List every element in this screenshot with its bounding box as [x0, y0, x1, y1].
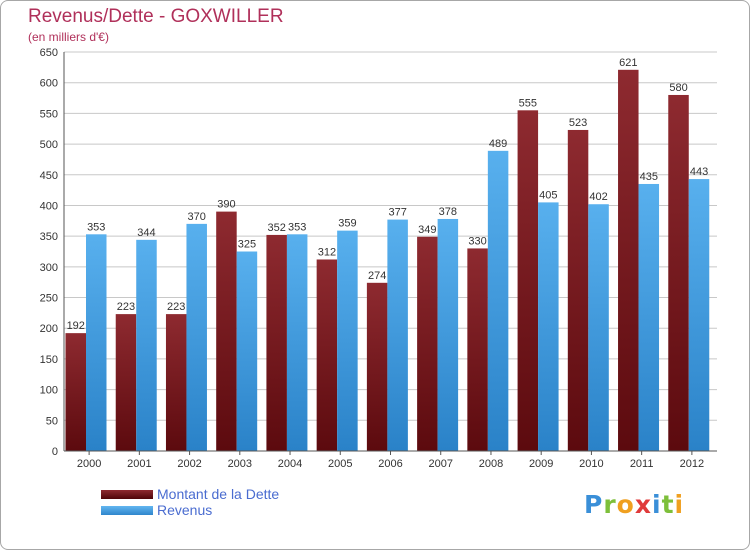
bar-revenus [286, 234, 308, 451]
data-label-dette: 330 [468, 235, 486, 247]
bar-revenus [588, 204, 609, 451]
legend-swatch-revenus [101, 506, 153, 515]
bar-dette [216, 211, 237, 451]
bar-dette [65, 333, 86, 451]
x-tick-label: 2000 [77, 458, 101, 470]
y-tick-label: 650 [40, 47, 58, 59]
data-label-revenus: 405 [539, 189, 557, 201]
x-tick-label: 2002 [177, 458, 201, 470]
data-label-revenus: 359 [338, 218, 356, 230]
y-tick-label: 100 [40, 385, 58, 397]
data-label-revenus: 325 [238, 239, 256, 251]
data-label-dette: 352 [267, 222, 285, 234]
bar-dette [266, 234, 287, 451]
x-tick-label: 2009 [529, 458, 553, 470]
data-label-revenus: 489 [489, 138, 507, 150]
data-label-revenus: 344 [137, 227, 155, 239]
bar-dette [316, 259, 338, 451]
data-label-dette: 555 [519, 97, 537, 109]
x-tick-label: 2011 [630, 458, 654, 470]
y-tick-label: 500 [40, 139, 58, 151]
bar-dette [517, 110, 539, 452]
y-tick-label: 0 [52, 446, 58, 458]
data-label-dette: 223 [167, 301, 185, 313]
data-label-dette: 523 [569, 117, 587, 129]
chart-title: Revenus/Dette - GOXWILLER [28, 6, 284, 27]
data-label-revenus: 377 [388, 207, 406, 219]
data-label-revenus: 378 [439, 206, 457, 218]
x-tick-label: 2003 [228, 458, 252, 470]
legend-swatch-dette [101, 490, 153, 499]
y-tick-label: 450 [40, 170, 58, 182]
y-tick-label: 350 [40, 231, 58, 243]
data-label-dette: 349 [418, 224, 436, 236]
data-label-dette: 274 [368, 270, 386, 282]
data-label-revenus: 443 [690, 166, 708, 178]
bar-revenus [437, 218, 459, 451]
legend-label-dette: Montant de la Dette [157, 486, 280, 502]
bar-revenus [688, 179, 710, 451]
bar-revenus [387, 219, 408, 451]
bar-dette [668, 94, 689, 451]
data-label-revenus: 402 [589, 191, 607, 203]
data-label-revenus: 370 [188, 211, 206, 223]
data-label-dette: 580 [669, 82, 687, 94]
y-tick-label: 550 [40, 108, 58, 120]
bar-dette [567, 129, 589, 451]
y-tick-label: 50 [46, 415, 58, 427]
bar-dette [165, 314, 187, 451]
x-tick-label: 2010 [579, 458, 603, 470]
y-tick-label: 250 [40, 293, 58, 305]
data-label-revenus: 353 [87, 221, 105, 233]
x-tick-label: 2001 [127, 458, 151, 470]
bar-revenus [236, 251, 258, 451]
data-label-revenus: 435 [640, 171, 658, 183]
proxiti-logo: Proxiti [584, 490, 685, 519]
y-tick-label: 150 [40, 354, 58, 366]
x-tick-label: 2008 [479, 458, 503, 470]
y-tick-label: 300 [40, 262, 58, 274]
data-label-dette: 312 [318, 246, 336, 258]
legend-label-revenus: Revenus [157, 502, 213, 518]
x-tick-label: 2005 [328, 458, 352, 470]
bar-dette [417, 236, 438, 451]
data-label-dette: 223 [117, 301, 135, 313]
data-label-revenus: 353 [288, 221, 306, 233]
data-label-dette: 390 [217, 199, 235, 211]
bar-revenus [487, 150, 509, 451]
x-tick-label: 2007 [428, 458, 452, 470]
y-tick-label: 200 [40, 323, 58, 335]
bar-revenus [538, 202, 559, 451]
data-label-dette: 621 [619, 57, 637, 69]
bar-dette [366, 282, 388, 451]
bar-revenus [136, 239, 157, 451]
x-tick-label: 2006 [378, 458, 402, 470]
bar-dette [467, 248, 488, 451]
bar-revenus [337, 230, 358, 451]
chart-subtitle: (en milliers d'€) [28, 30, 109, 44]
x-tick-label: 2012 [680, 458, 704, 470]
bar-dette [618, 69, 639, 451]
y-tick-label: 400 [40, 200, 58, 212]
y-tick-label: 600 [40, 78, 58, 90]
bar-revenus [638, 183, 660, 451]
data-label-dette: 192 [67, 320, 85, 332]
bar-revenus [186, 223, 207, 451]
bar-revenus [86, 234, 107, 451]
bar-dette [115, 314, 137, 451]
x-tick-label: 2004 [278, 458, 302, 470]
